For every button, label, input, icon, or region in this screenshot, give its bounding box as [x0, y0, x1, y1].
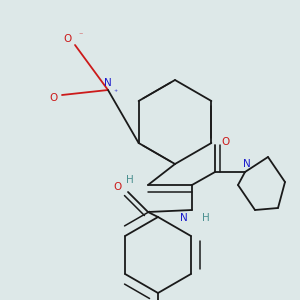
- Text: O: O: [221, 137, 229, 147]
- Text: N: N: [243, 159, 251, 169]
- Text: O: O: [50, 93, 58, 103]
- Text: ⁻: ⁻: [79, 31, 83, 40]
- Text: N: N: [104, 78, 112, 88]
- Text: N: N: [180, 213, 188, 223]
- Text: H: H: [202, 213, 210, 223]
- Text: ⁺: ⁺: [113, 88, 117, 97]
- Text: O: O: [114, 182, 122, 192]
- Text: H: H: [126, 175, 134, 185]
- Text: O: O: [63, 34, 71, 44]
